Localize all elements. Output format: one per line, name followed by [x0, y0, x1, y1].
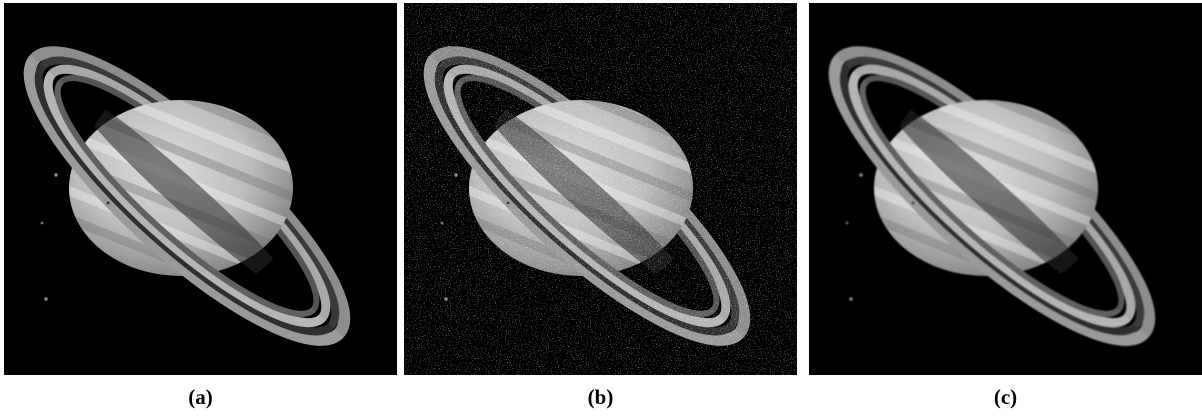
saturn-image-filtered [809, 3, 1202, 375]
caption-b: (b) [587, 385, 614, 409]
saturn-image-original [4, 3, 397, 375]
caption-c: (c) [993, 385, 1018, 409]
caption-a: (a) [188, 385, 213, 409]
saturn-image-noisy [404, 3, 797, 375]
